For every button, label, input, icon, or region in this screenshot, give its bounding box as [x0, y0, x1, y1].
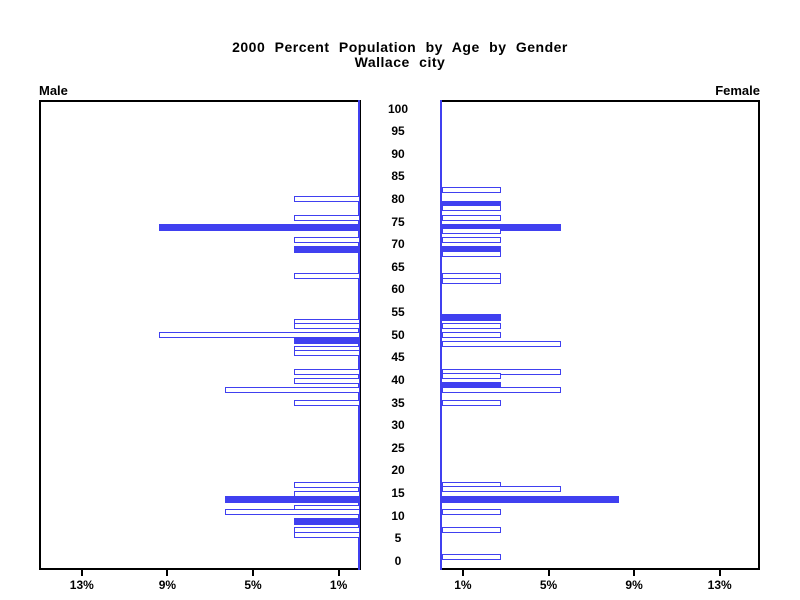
female-bar-age-42: [441, 373, 502, 380]
female-x-tick-label-9: 9%: [625, 578, 643, 592]
male-bar-age-72: [293, 237, 360, 244]
age-tick-label-80: 80: [391, 191, 405, 206]
female-x-tick-13: [718, 570, 721, 576]
male-bar-age-12: [225, 509, 360, 516]
age-tick-label-55: 55: [391, 305, 405, 320]
male-bar-age-50: [293, 336, 360, 344]
male-bar-age-47: [293, 350, 360, 357]
male-x-tick-9: [166, 570, 169, 576]
age-tick-label-100: 100: [387, 101, 409, 116]
male-bar-age-36: [293, 400, 360, 407]
male-bar-age-77: [293, 214, 360, 221]
female-bar-age-63: [441, 277, 502, 284]
female-bar-age-39: [441, 386, 562, 393]
male-plot-frame: [39, 100, 361, 570]
male-x-tick-label-9: 9%: [158, 578, 177, 592]
male-bar-age-18: [293, 481, 360, 488]
female-bar-age-36: [441, 400, 502, 407]
female-bar-age-8: [441, 527, 502, 534]
female-bar-age-40: [441, 382, 502, 390]
age-tick-label-10: 10: [391, 508, 405, 523]
male-bar-age-51: [158, 332, 360, 339]
age-tick-label-0: 0: [394, 553, 402, 568]
age-tick-label-35: 35: [391, 395, 405, 410]
age-tick-label-95: 95: [391, 124, 405, 139]
male-bar-age-64: [293, 273, 360, 280]
age-tick-label-50: 50: [391, 327, 405, 342]
age-tick-label-30: 30: [391, 418, 405, 433]
female-bar-age-12: [441, 509, 502, 516]
male-bar-age-10: [293, 518, 360, 526]
age-tick-label-85: 85: [391, 169, 405, 184]
age-tick-label-45: 45: [391, 350, 405, 365]
male-x-tick-13: [80, 570, 83, 576]
female-bar-age-79: [441, 205, 502, 212]
male-x-tick-label-5: 5%: [244, 578, 262, 592]
female-bar-age-75: [441, 223, 562, 231]
male-x-tick-label-1: 1%: [329, 578, 348, 592]
female-bar-age-53: [441, 323, 502, 330]
female-x-tick-label-13: 13%: [707, 578, 732, 592]
age-tick-label-70: 70: [391, 237, 405, 252]
female-zero-axis-line: [440, 100, 442, 570]
female-bar-age-17: [441, 486, 562, 493]
female-bar-age-51: [441, 332, 502, 339]
female-panel-label: Female: [715, 83, 760, 98]
age-tick-label-65: 65: [391, 259, 405, 274]
female-bar-age-2: [441, 554, 502, 561]
female-bar-age-15: [441, 495, 620, 503]
chart-title: 2000 Percent Population by Age by Gender: [232, 39, 568, 55]
age-tick-label-90: 90: [391, 146, 405, 161]
male-panel-label: Male: [39, 83, 68, 98]
male-bar-age-75: [158, 223, 360, 231]
female-bar-age-72: [441, 237, 502, 244]
female-bar-age-77: [441, 214, 502, 221]
female-x-tick-label-1: 1%: [454, 578, 472, 592]
female-bar-age-69: [441, 250, 502, 257]
female-bar-age-43: [441, 368, 562, 375]
male-bar-age-39: [225, 386, 360, 393]
age-tick-label-25: 25: [391, 440, 405, 455]
age-tick-label-60: 60: [391, 282, 405, 297]
male-bar-age-81: [293, 196, 360, 203]
age-tick-label-40: 40: [391, 372, 405, 387]
age-tick-label-20: 20: [391, 463, 405, 478]
male-bar-age-70: [293, 246, 360, 254]
female-bar-age-55: [441, 314, 502, 322]
male-bar-age-53: [293, 323, 360, 330]
male-bar-age-7: [293, 531, 360, 538]
female-bar-age-80: [441, 200, 502, 208]
female-x-tick-5: [547, 570, 550, 576]
male-bar-age-43: [293, 368, 360, 375]
female-x-tick-1: [461, 570, 464, 576]
female-bar-age-49: [441, 341, 562, 348]
age-tick-label-75: 75: [391, 214, 405, 229]
male-bar-age-41: [293, 377, 360, 384]
male-x-tick-label-13: 13%: [69, 578, 94, 592]
male-x-tick-5: [252, 570, 254, 576]
male-bar-age-15: [225, 495, 360, 503]
age-tick-label-15: 15: [391, 486, 405, 501]
female-bar-age-74: [441, 228, 502, 235]
male-x-tick-1: [337, 570, 340, 576]
chart-subtitle: Wallace city: [354, 54, 446, 70]
female-x-tick-9: [633, 570, 636, 576]
female-x-tick-label-5: 5%: [539, 578, 558, 592]
female-bar-age-70: [441, 246, 502, 254]
female-bar-age-83: [441, 187, 502, 194]
age-tick-label-5: 5: [394, 531, 402, 546]
chart-title-block: 2000 Percent Population by Age by Gender…: [0, 40, 800, 70]
